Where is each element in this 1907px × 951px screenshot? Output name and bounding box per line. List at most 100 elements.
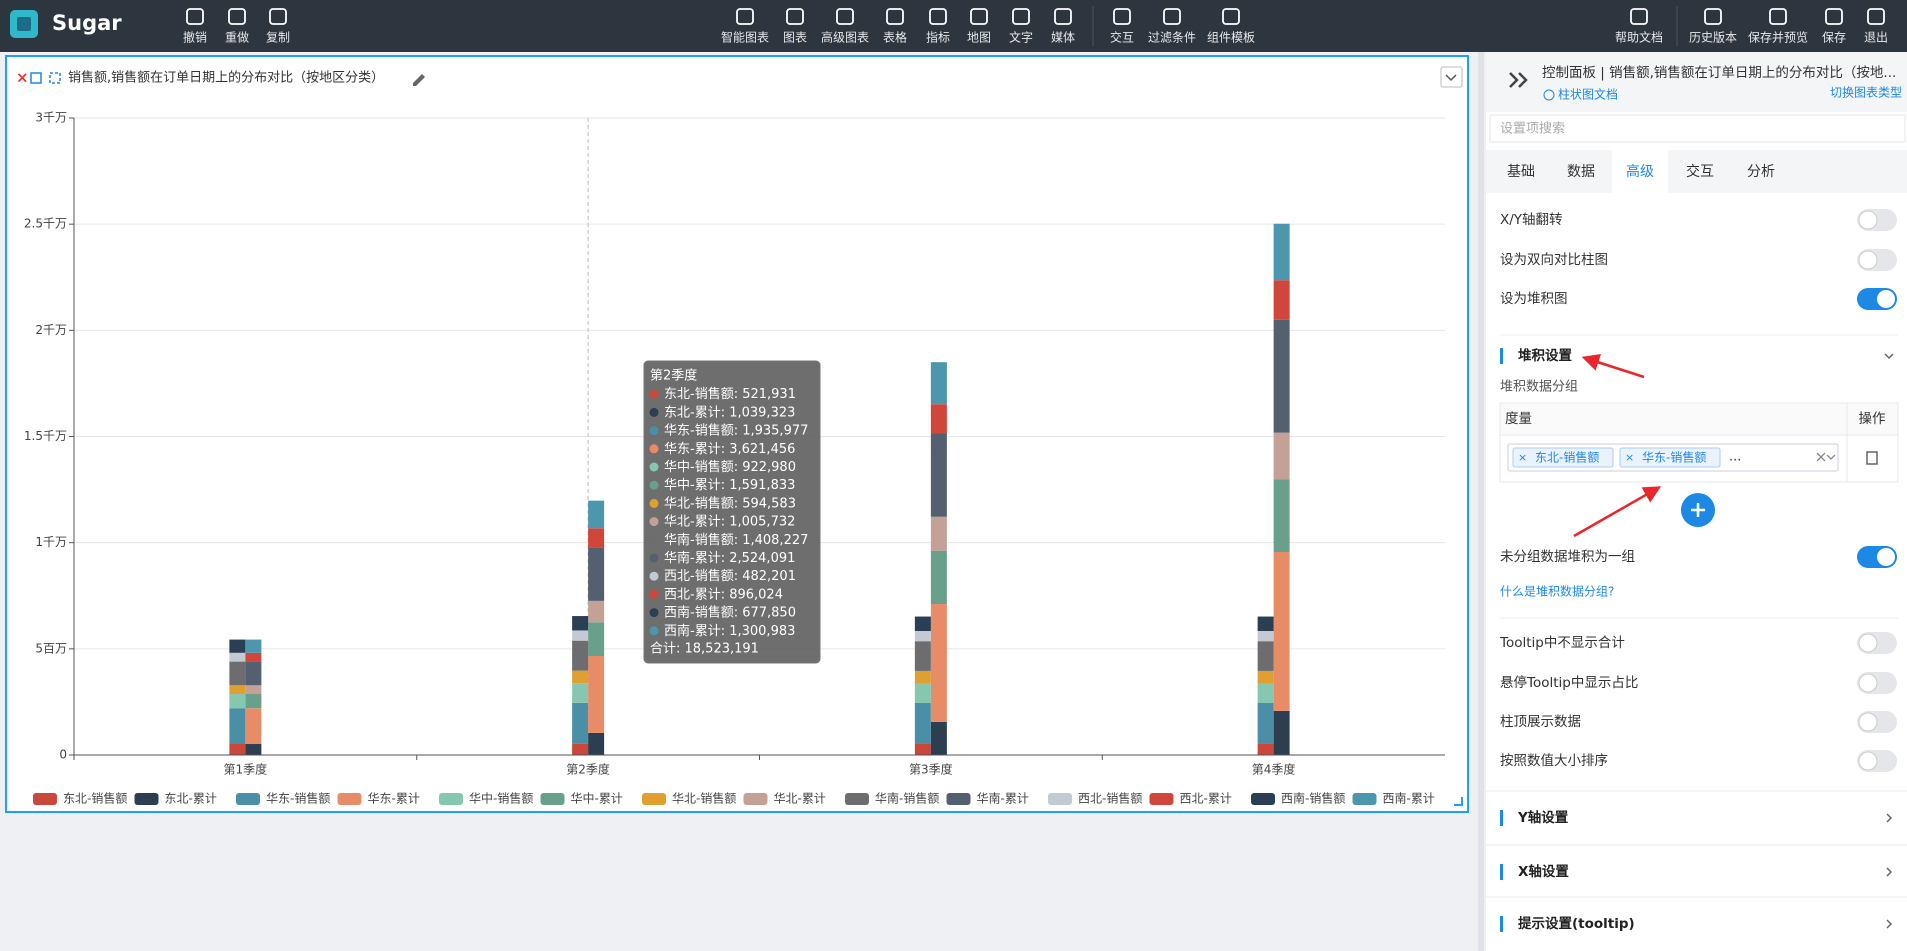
toolbar-label[interactable]: 交互 — [1110, 30, 1134, 45]
tabs-bar — [1486, 150, 1907, 193]
switch-link[interactable]: 切换图表类型 — [1830, 86, 1902, 100]
copy-icon[interactable] — [30, 72, 42, 84]
bar-segment — [588, 547, 605, 601]
toolbar-icon[interactable] — [836, 8, 854, 25]
section-chevron — [1886, 813, 1893, 823]
toolbar-icon[interactable] — [970, 8, 988, 25]
tooltip-dot — [649, 498, 659, 508]
toolbar-icon[interactable] — [1630, 8, 1648, 25]
toolbar-label[interactable]: 媒体 — [1051, 31, 1075, 45]
tab[interactable]: 基础 — [1507, 163, 1535, 180]
section-title[interactable]: 提示设置(tooltip) — [1518, 916, 1635, 932]
toolbar-label[interactable]: 表格 — [883, 30, 907, 45]
legend-label[interactable]: 华南-销售额 — [875, 791, 939, 806]
legend-label[interactable]: 华北-销售额 — [672, 791, 736, 806]
legend-label[interactable]: 华中-销售额 — [469, 791, 533, 806]
bar-segment — [914, 683, 931, 703]
tooltip-value: 1,005,732 — [729, 514, 795, 529]
doc-link[interactable]: 柱状图文档 — [1558, 87, 1618, 102]
toolbar-icon[interactable] — [1222, 8, 1240, 25]
tooltip-series: 华东-累计 — [664, 441, 721, 456]
tab[interactable]: 交互 — [1686, 163, 1714, 180]
toolbar-label[interactable]: 文字 — [1009, 30, 1033, 45]
toolbar-label[interactable]: 保存 — [1822, 31, 1846, 45]
toolbar-icon[interactable] — [929, 8, 947, 25]
legend-label[interactable]: 西南-累计 — [1383, 791, 1435, 806]
section-title[interactable]: 堆积设置 — [1518, 347, 1572, 364]
tab[interactable]: 数据 — [1567, 164, 1595, 180]
close-icon[interactable]: × — [16, 69, 29, 87]
legend-label[interactable]: 华南-累计 — [977, 791, 1029, 806]
tag-remove[interactable]: × — [1518, 451, 1527, 464]
toolbar-icon[interactable] — [1163, 8, 1181, 25]
toolbar-label[interactable]: 图表 — [783, 31, 807, 45]
toolbar-icon[interactable] — [786, 8, 804, 25]
toolbar-label[interactable]: 保存并预览 — [1748, 30, 1808, 45]
bar-segment — [1273, 710, 1290, 755]
select-clear[interactable] — [1816, 452, 1826, 462]
toolbar-label[interactable]: 历史版本 — [1689, 31, 1737, 45]
legend-swatch — [439, 793, 463, 805]
legend-label[interactable]: 华东-销售额 — [266, 791, 330, 806]
legend-label[interactable]: 东北-累计 — [165, 792, 217, 806]
card-menu[interactable] — [1440, 66, 1463, 88]
toggle-knob — [1858, 633, 1878, 653]
toolbar-icon[interactable] — [1769, 8, 1787, 25]
search-input[interactable] — [1489, 114, 1906, 143]
toolbar-label[interactable]: 指标 — [926, 30, 950, 45]
tooltip-row: 西南-销售额: 677,850 — [664, 604, 796, 620]
tab[interactable]: 高级 — [1626, 163, 1654, 180]
toolbar-icon[interactable] — [1704, 8, 1722, 25]
tag — [1619, 447, 1721, 468]
legend-label[interactable]: 华东-累计 — [368, 792, 420, 806]
tooltip-dot — [649, 462, 659, 472]
edit-icon[interactable] — [413, 74, 425, 86]
legend-label[interactable]: 东北-销售额 — [63, 791, 127, 806]
help-link[interactable]: 什么是堆积数据分组? — [1500, 584, 1614, 599]
tooltip-series: 东北-销售额 — [664, 386, 734, 402]
expand-icon[interactable] — [49, 72, 61, 84]
delete-icon[interactable] — [1866, 451, 1878, 465]
section-title[interactable]: X轴设置 — [1518, 863, 1569, 880]
toolbar-label[interactable]: 高级图表 — [821, 30, 869, 45]
toolbar-label[interactable]: 退出 — [1864, 31, 1888, 45]
bar-segment — [930, 550, 947, 605]
legend-label[interactable]: 华中-累计 — [571, 791, 623, 806]
tooltip-series: 华北-销售额 — [664, 495, 734, 511]
collapse-icon[interactable] — [1509, 72, 1528, 88]
toolbar-label[interactable]: 帮助文档 — [1615, 30, 1663, 45]
toolbar-label[interactable]: 智能图表 — [721, 30, 769, 45]
toolbar-icon[interactable] — [1054, 8, 1072, 25]
legend-label[interactable]: 西北-累计 — [1180, 792, 1232, 806]
toolbar-label[interactable]: 过滤条件 — [1148, 31, 1196, 45]
y-tick-label: 5百万 — [35, 641, 67, 655]
toolbar-icon[interactable] — [186, 8, 204, 25]
legend-label[interactable]: 华北-累计 — [774, 792, 826, 806]
toolbar-icon[interactable] — [228, 8, 246, 25]
toolbar-label[interactable]: 撤销 — [183, 30, 207, 45]
tooltip-dot — [649, 444, 659, 454]
toolbar-icon[interactable] — [886, 8, 904, 25]
toolbar — [0, 0, 1907, 52]
bar-segment — [229, 708, 246, 745]
resize-handle[interactable] — [1454, 797, 1463, 806]
tooltip-series: 东北-累计 — [664, 405, 721, 420]
legend-label[interactable]: 西北-销售额 — [1078, 791, 1142, 806]
tooltip-row: 华北-销售额: 594,583 — [664, 495, 796, 511]
toolbar-label[interactable]: 重做 — [225, 30, 249, 45]
toolbar-label[interactable]: 复制 — [266, 31, 290, 45]
toolbar-icon[interactable] — [1867, 8, 1885, 25]
tooltip-value: 1,300,983 — [729, 623, 795, 638]
toolbar-icon[interactable] — [1825, 8, 1843, 25]
toolbar-label[interactable]: 组件模板 — [1207, 31, 1255, 45]
toolbar-icon[interactable] — [736, 8, 754, 25]
section-title[interactable]: Y轴设置 — [1517, 809, 1569, 826]
toolbar-icon[interactable] — [1012, 8, 1030, 25]
toolbar-icon[interactable] — [269, 8, 287, 25]
tab[interactable]: 分析 — [1747, 164, 1775, 180]
toolbar-icon[interactable] — [1113, 8, 1131, 25]
x-tick-label: 第2季度 — [566, 762, 610, 777]
legend-label[interactable]: 西南-销售额 — [1281, 791, 1345, 806]
toolbar-label[interactable]: 地图 — [967, 31, 991, 45]
tag-remove[interactable]: × — [1625, 451, 1634, 464]
